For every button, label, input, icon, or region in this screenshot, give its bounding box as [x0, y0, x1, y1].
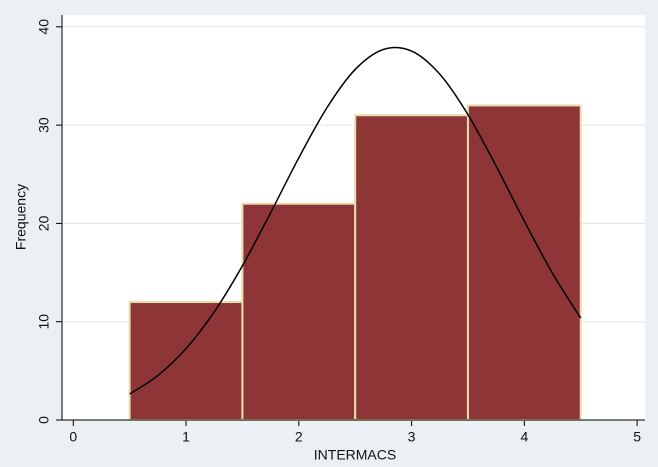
density-curve [129, 46, 582, 395]
y-tick-label: 20 [36, 215, 52, 231]
y-axis-title: Frequency [13, 184, 29, 250]
y-tick-label: 10 [36, 314, 52, 330]
bar [241, 202, 357, 421]
x-tick-label: 1 [182, 429, 190, 445]
bar [466, 104, 582, 421]
x-axis-title: INTERMACS [314, 447, 396, 463]
y-tick-label: 30 [36, 117, 52, 133]
x-tick-label: 2 [295, 429, 303, 445]
x-tick-label: 3 [408, 429, 416, 445]
x-tick-label: 4 [520, 429, 528, 445]
y-tick-label: 40 [36, 19, 52, 35]
y-tick-label: 0 [36, 416, 52, 424]
bar [354, 114, 469, 421]
bar [128, 301, 244, 422]
x-tick-label: 0 [69, 429, 77, 445]
x-tick-label: 5 [633, 429, 641, 445]
